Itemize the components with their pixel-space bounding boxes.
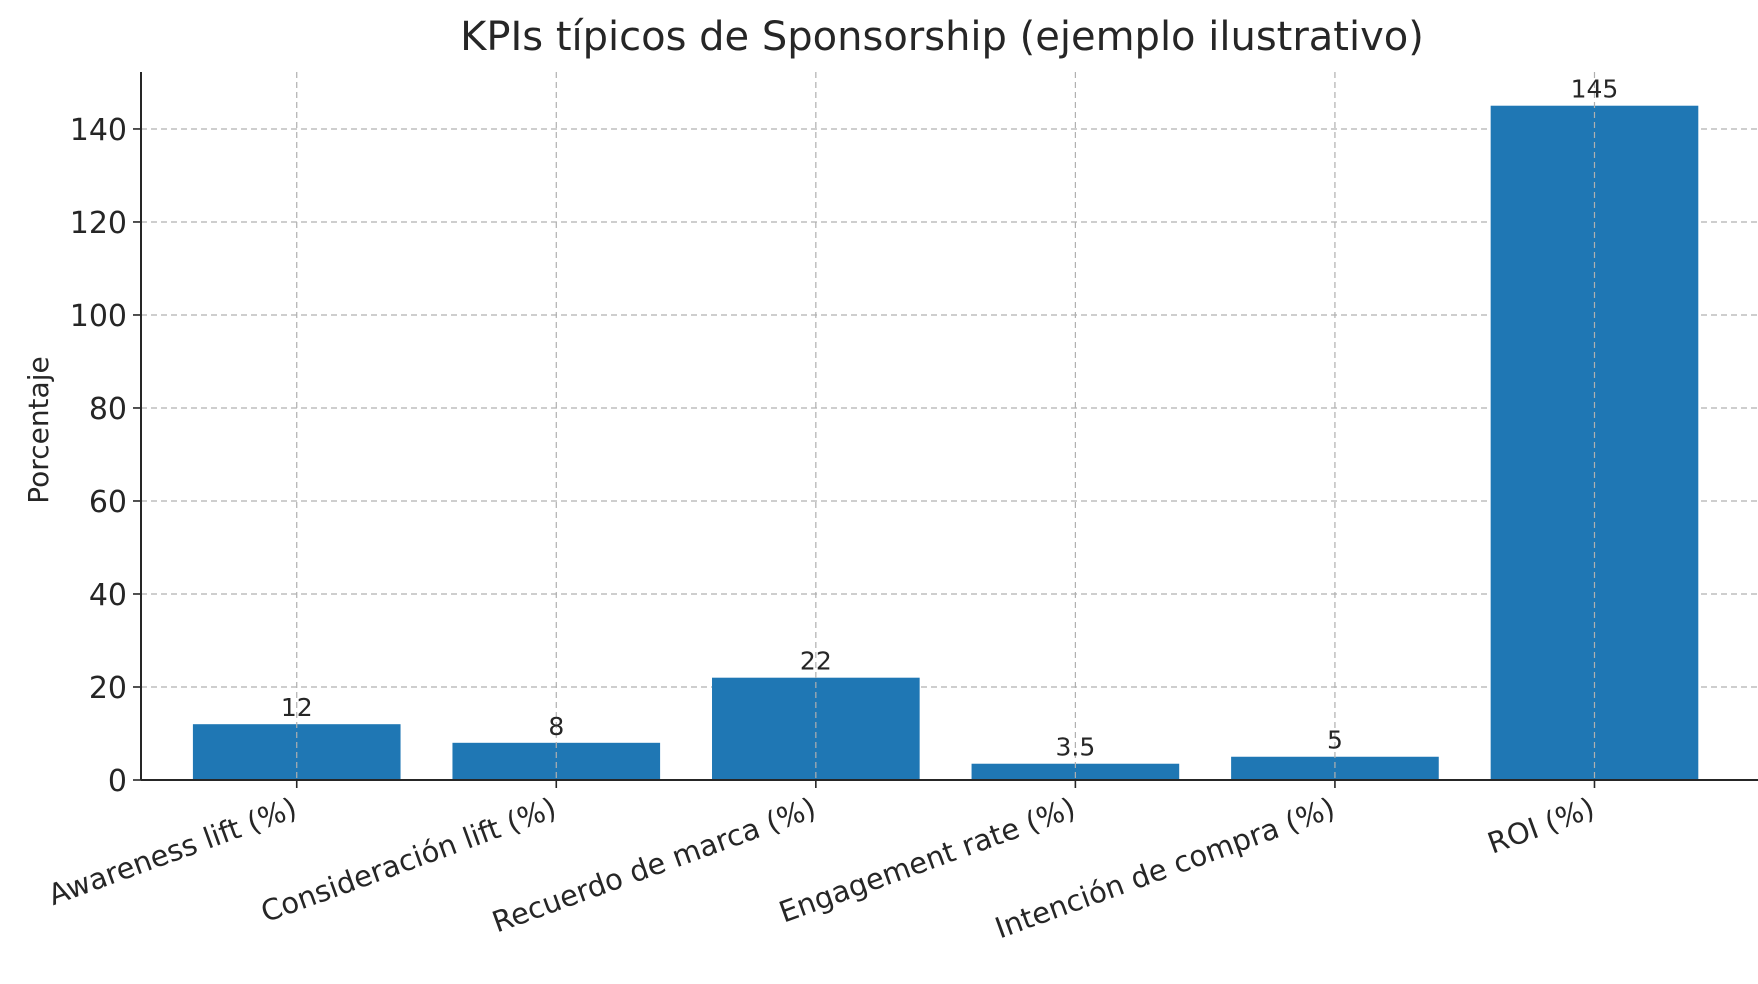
bar-value-label: 8 [548, 712, 564, 741]
y-tick-label: 0 [108, 764, 127, 799]
axes-layer [133, 72, 1758, 788]
bar-value-label: 3.5 [1055, 733, 1095, 762]
bars-layer [192, 105, 1699, 780]
y-tick-label: 20 [89, 671, 127, 706]
y-tick-label: 120 [70, 206, 127, 241]
chart-title: KPIs típicos de Sponsorship (ejemplo ilu… [460, 14, 1424, 60]
bar-value-label: 12 [281, 693, 313, 722]
y-tick-label: 140 [70, 113, 127, 148]
x-tick-label: ROI (%) [1483, 791, 1599, 861]
x-tick-label: Awareness lift (%) [44, 791, 301, 912]
y-tick-label: 40 [89, 578, 127, 613]
y-tick-label: 100 [70, 299, 127, 334]
y-axis-title: Porcentaje [22, 356, 55, 503]
bar-value-label: 145 [1571, 75, 1619, 104]
bar [971, 763, 1180, 780]
y-tick-label: 80 [89, 392, 127, 427]
bar [1231, 756, 1439, 780]
bar-value-label: 22 [800, 647, 832, 676]
bar-value-label: 5 [1327, 726, 1343, 755]
y-tick-label: 60 [89, 485, 127, 520]
